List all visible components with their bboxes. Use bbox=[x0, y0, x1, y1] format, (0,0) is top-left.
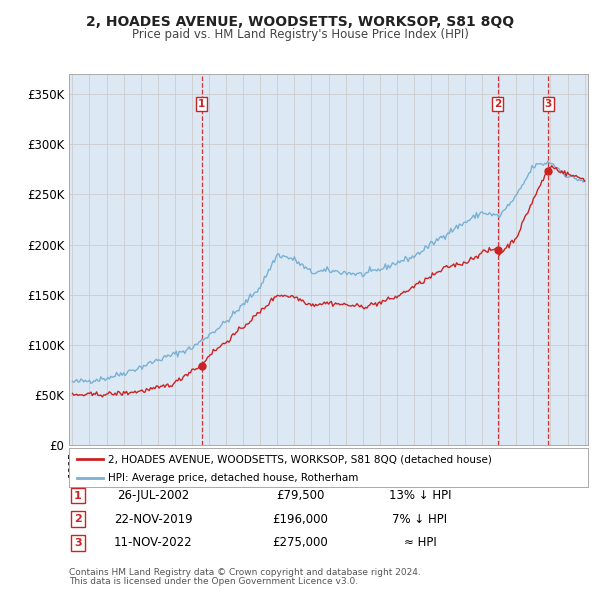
Text: £79,500: £79,500 bbox=[276, 489, 324, 502]
Text: HPI: Average price, detached house, Rotherham: HPI: Average price, detached house, Roth… bbox=[108, 473, 358, 483]
Text: 7% ↓ HPI: 7% ↓ HPI bbox=[392, 513, 448, 526]
Text: £275,000: £275,000 bbox=[272, 536, 328, 549]
Text: 1: 1 bbox=[198, 99, 205, 109]
Text: 3: 3 bbox=[545, 99, 552, 109]
Text: 11-NOV-2022: 11-NOV-2022 bbox=[113, 536, 193, 549]
Text: 26-JUL-2002: 26-JUL-2002 bbox=[117, 489, 189, 502]
Text: £196,000: £196,000 bbox=[272, 513, 328, 526]
Text: Price paid vs. HM Land Registry's House Price Index (HPI): Price paid vs. HM Land Registry's House … bbox=[131, 28, 469, 41]
Text: ≈ HPI: ≈ HPI bbox=[404, 536, 436, 549]
Text: Contains HM Land Registry data © Crown copyright and database right 2024.: Contains HM Land Registry data © Crown c… bbox=[69, 568, 421, 577]
Text: 22-NOV-2019: 22-NOV-2019 bbox=[113, 513, 193, 526]
Text: 3: 3 bbox=[74, 538, 82, 548]
Text: 2, HOADES AVENUE, WOODSETTS, WORKSOP, S81 8QQ (detached house): 2, HOADES AVENUE, WOODSETTS, WORKSOP, S8… bbox=[108, 454, 492, 464]
Text: 1: 1 bbox=[74, 491, 82, 500]
Text: 2: 2 bbox=[74, 514, 82, 524]
Text: 2, HOADES AVENUE, WOODSETTS, WORKSOP, S81 8QQ: 2, HOADES AVENUE, WOODSETTS, WORKSOP, S8… bbox=[86, 15, 514, 29]
Text: This data is licensed under the Open Government Licence v3.0.: This data is licensed under the Open Gov… bbox=[69, 578, 358, 586]
Text: 2: 2 bbox=[494, 99, 501, 109]
Text: 13% ↓ HPI: 13% ↓ HPI bbox=[389, 489, 451, 502]
